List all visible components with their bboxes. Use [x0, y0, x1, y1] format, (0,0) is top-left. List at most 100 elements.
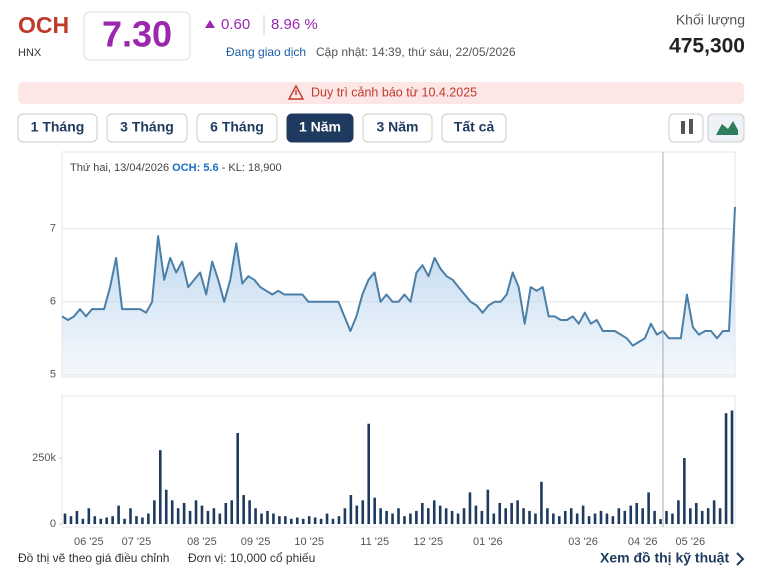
volume-bar: [694, 502, 698, 525]
y-tick-label: 6: [50, 296, 56, 308]
price-area: [62, 206, 735, 377]
range-label[interactable]: 6 Tháng: [210, 119, 264, 135]
volume-bar: [325, 513, 329, 525]
volume-bar: [313, 517, 317, 525]
volume-bar: [563, 510, 567, 525]
volume-bar: [718, 508, 722, 525]
volume-bar: [129, 508, 132, 525]
volume-bar: [278, 516, 281, 525]
range-label[interactable]: 1 Tháng: [31, 119, 85, 135]
price: 7.30: [102, 14, 172, 55]
volume-label: Khối lượng: [676, 12, 745, 28]
tooltip-price: OCH: 5.6: [172, 162, 218, 174]
range-label[interactable]: 1 Năm: [299, 119, 341, 135]
volume-bar: [677, 500, 680, 525]
range-button[interactable]: [106, 113, 188, 143]
warning-bar: [18, 82, 744, 104]
x-tick-label: 03 '26: [568, 536, 598, 548]
volume-bar: [593, 513, 597, 525]
volume-bar: [492, 513, 496, 525]
volume-bar: [147, 513, 150, 525]
range-button[interactable]: [196, 113, 278, 143]
up-arrow: [205, 20, 215, 28]
range-label[interactable]: Tất cả: [454, 119, 495, 135]
volume-bar: [295, 517, 299, 525]
volume-bar: [218, 513, 222, 525]
volume-bar: [635, 502, 639, 525]
tooltip: Thứ hai, 13/04/2026 OCH: 5.6 - KL: 18,90…: [70, 162, 282, 174]
footer-unit: Đơn vị: 10,000 cổ phiếu: [188, 551, 315, 565]
volume-bar: [164, 489, 168, 525]
y-tick-label: 0: [50, 518, 56, 530]
volume-bar: [569, 508, 573, 525]
x-tick-label: 04 '26: [628, 536, 658, 548]
x-tick-label: 10 '25: [294, 536, 324, 548]
volume-bar: [647, 492, 650, 525]
volume-bar: [224, 502, 228, 525]
volume-bar: [426, 508, 430, 525]
volume-bar: [456, 513, 460, 525]
candle-icon: [689, 119, 693, 134]
volume-bar: [605, 513, 609, 525]
volume-bar: [403, 516, 406, 525]
volume-bar: [581, 505, 585, 525]
range-button[interactable]: [286, 113, 354, 143]
range-buttons: 1 Tháng 3 Tháng 6 Tháng 1 Năm 3 Năm Tất cả: [17, 113, 507, 143]
volume-bar: [105, 517, 108, 525]
volume-bar: [206, 510, 210, 525]
volume-bar: [438, 505, 442, 525]
volume-bar: [546, 508, 549, 525]
y-tick-label: 5: [50, 369, 56, 381]
volume-bar: [373, 497, 376, 525]
volume-bar: [135, 516, 138, 525]
volume-bar: [641, 508, 644, 525]
volume: 475,300: [669, 35, 745, 58]
status: Đang giao dịch: [226, 45, 306, 59]
x-tick-label: 07 '25: [122, 536, 152, 548]
volume-bar: [81, 518, 85, 525]
tooltip-date: Thứ hai, 13/04/2026: [70, 162, 169, 174]
volume-bar: [516, 500, 519, 525]
volume-bar: [557, 516, 561, 525]
warning-text: Duy trì cảnh báo từ 10.4.2025: [311, 85, 477, 99]
volume-bar: [450, 510, 454, 525]
range-button[interactable]: [17, 113, 98, 143]
volume-bar: [712, 500, 716, 525]
range-label[interactable]: 3 Tháng: [120, 119, 174, 135]
volume-bar: [272, 513, 275, 525]
volume-bar: [379, 508, 382, 525]
volume-bar: [188, 510, 192, 525]
volume-bar: [629, 505, 633, 525]
y-tick-label: 250k: [32, 452, 56, 464]
volume-bar: [349, 495, 353, 525]
candle-button[interactable]: [668, 113, 704, 143]
volume-bar: [301, 518, 305, 525]
volume-bar: [534, 513, 537, 525]
technical-link[interactable]: Xem đồ thị kỹ thuật: [600, 550, 729, 566]
volume-bar: [343, 508, 347, 525]
volume-bar: [611, 516, 615, 525]
x-tick-label: 09 '25: [241, 536, 271, 548]
symbol: OCH: [18, 12, 69, 38]
x-tick-label: 06 '25: [74, 536, 104, 548]
warning-icon: [287, 84, 305, 100]
volume-bar: [468, 492, 472, 525]
candle-icon: [681, 121, 685, 134]
x-tick-label: 01 '26: [473, 536, 503, 548]
volume-bar: [504, 508, 507, 525]
volume-bar: [266, 510, 269, 525]
volume-bar: [200, 505, 204, 525]
x-tick-label: 05 '26: [675, 536, 705, 548]
range-button[interactable]: [441, 113, 507, 143]
exchange: HNX: [18, 47, 42, 59]
range-button[interactable]: [362, 113, 433, 143]
volume-bar: [653, 510, 656, 525]
volume-bar: [617, 508, 621, 525]
volume-bar: [599, 510, 603, 525]
volume-bar: [432, 500, 436, 525]
updated: Cập nhật: 14:39, thứ sáu, 22/05/2026: [316, 45, 516, 59]
range-label[interactable]: 3 Năm: [376, 119, 418, 135]
volume-bar: [683, 458, 686, 525]
volume-bar: [367, 423, 371, 525]
